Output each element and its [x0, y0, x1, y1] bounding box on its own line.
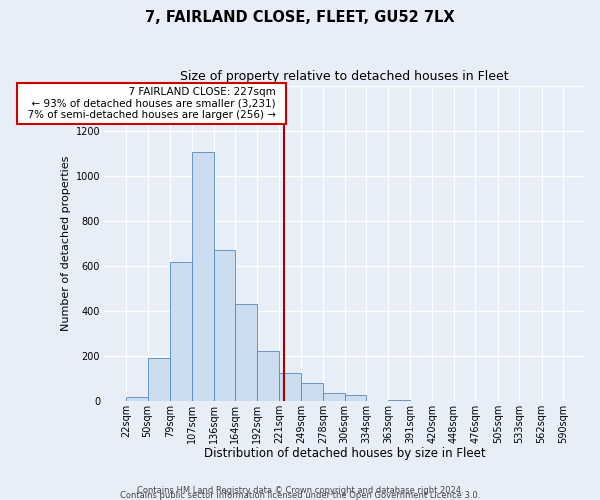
Bar — [301, 382, 323, 400]
X-axis label: Distribution of detached houses by size in Fleet: Distribution of detached houses by size … — [204, 447, 485, 460]
Title: Size of property relative to detached houses in Fleet: Size of property relative to detached ho… — [181, 70, 509, 83]
Bar — [126, 398, 148, 400]
Text: Contains public sector information licensed under the Open Government Licence 3.: Contains public sector information licen… — [120, 490, 480, 500]
Bar — [235, 304, 257, 400]
Text: Contains HM Land Registry data © Crown copyright and database right 2024.: Contains HM Land Registry data © Crown c… — [137, 486, 463, 495]
Text: 7 FAIRLAND CLOSE: 227sqm  
  ← 93% of detached houses are smaller (3,231)  
  7%: 7 FAIRLAND CLOSE: 227sqm ← 93% of detach… — [21, 86, 283, 120]
Bar — [344, 395, 366, 400]
Bar — [191, 152, 214, 400]
Bar — [323, 393, 344, 400]
Text: 7, FAIRLAND CLOSE, FLEET, GU52 7LX: 7, FAIRLAND CLOSE, FLEET, GU52 7LX — [145, 10, 455, 25]
Bar — [148, 358, 170, 401]
Bar — [257, 351, 279, 401]
Bar — [214, 250, 235, 400]
Bar — [170, 262, 191, 400]
Bar — [279, 372, 301, 400]
Y-axis label: Number of detached properties: Number of detached properties — [61, 156, 71, 331]
